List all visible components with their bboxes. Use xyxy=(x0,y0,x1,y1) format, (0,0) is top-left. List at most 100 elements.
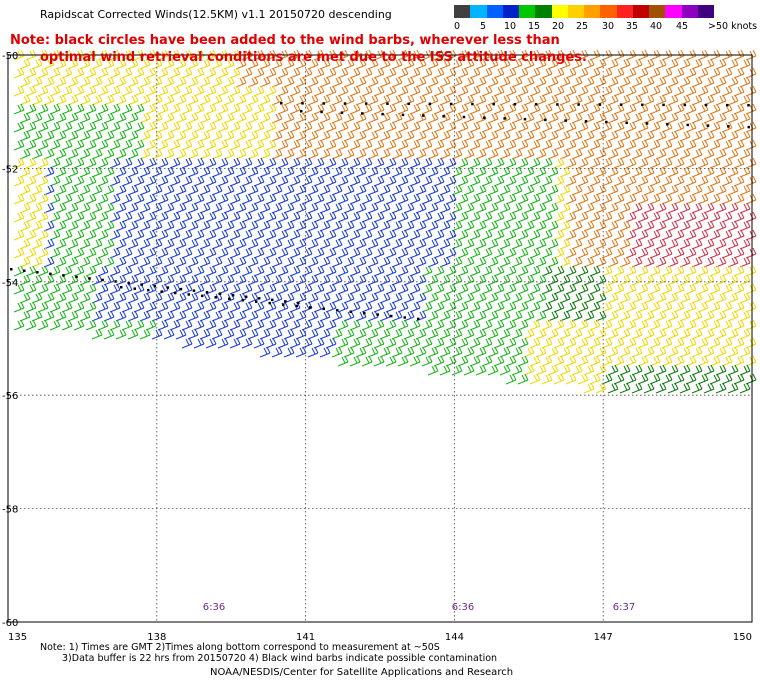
wind-barb xyxy=(451,220,463,232)
wind-barb xyxy=(739,202,751,214)
wind-barb xyxy=(595,274,607,286)
wind-barb xyxy=(103,220,115,232)
wind-barb xyxy=(631,292,643,304)
wind-barb xyxy=(187,256,199,268)
wind-barb xyxy=(523,292,535,304)
wind-barb xyxy=(37,319,49,331)
wind-barb xyxy=(301,337,313,349)
wind-barb xyxy=(475,328,487,340)
contamination-dot xyxy=(140,283,143,286)
wind-barb xyxy=(451,184,463,196)
wind-barb xyxy=(469,247,481,259)
wind-barb xyxy=(367,202,379,214)
wind-barb xyxy=(25,175,37,187)
wind-barb xyxy=(343,346,355,358)
wind-barb xyxy=(109,247,121,259)
wind-barb xyxy=(691,76,703,88)
wind-barb xyxy=(379,130,391,142)
contamination-dot xyxy=(605,120,608,124)
wind-barb xyxy=(649,157,661,169)
wind-barb xyxy=(325,229,337,241)
wind-barb xyxy=(523,148,535,160)
wind-barb xyxy=(151,220,163,232)
wind-barb xyxy=(583,310,595,322)
wind-barb xyxy=(313,175,325,187)
wind-barb xyxy=(595,382,607,394)
wind-barb xyxy=(559,292,571,304)
wind-barb xyxy=(85,103,97,115)
wind-barb xyxy=(607,256,619,268)
legend-swatch xyxy=(551,5,568,18)
wind-barb xyxy=(463,148,475,160)
wind-barb xyxy=(325,211,337,223)
wind-barb xyxy=(745,67,757,79)
wind-barb xyxy=(685,301,697,313)
wind-barb xyxy=(223,94,235,106)
wind-barb xyxy=(253,193,265,205)
wind-barb xyxy=(679,220,691,232)
wind-barb xyxy=(79,94,91,106)
wind-barb xyxy=(607,148,619,160)
wind-barb xyxy=(667,58,679,70)
wind-barb xyxy=(565,355,577,367)
wind-barb xyxy=(103,76,115,88)
wind-barb xyxy=(703,94,715,106)
wind-barb xyxy=(367,76,379,88)
wind-barb xyxy=(385,337,397,349)
contamination-dot xyxy=(364,102,368,105)
wind-barb xyxy=(715,382,727,394)
wind-barb xyxy=(283,202,295,214)
wind-barb xyxy=(121,319,133,331)
wind-barb xyxy=(151,256,163,268)
wind-barb xyxy=(385,157,397,169)
wind-barb xyxy=(373,193,385,205)
wind-barb xyxy=(643,112,655,124)
wind-barb xyxy=(217,247,229,259)
wind-barb xyxy=(313,337,325,349)
wind-barb xyxy=(745,85,757,97)
wind-barb xyxy=(13,67,25,79)
wind-barb xyxy=(19,256,31,268)
legend-swatch xyxy=(665,5,682,18)
wind-barb xyxy=(25,157,37,169)
wind-barb xyxy=(553,283,565,295)
wind-barb xyxy=(739,112,751,124)
wind-barb xyxy=(67,292,79,304)
wind-barb xyxy=(469,193,481,205)
wind-barb xyxy=(343,112,355,124)
wind-barb xyxy=(487,112,499,124)
wind-barb xyxy=(409,67,421,79)
wind-barb xyxy=(715,238,727,250)
wind-barb xyxy=(559,220,571,232)
wind-barb xyxy=(541,67,553,79)
wind-barb xyxy=(709,103,721,115)
wind-barb xyxy=(517,139,529,151)
wind-barb xyxy=(565,85,577,97)
wind-barb xyxy=(397,121,409,133)
wind-barb xyxy=(73,319,85,331)
wind-barb xyxy=(649,247,661,259)
wind-barb xyxy=(535,292,547,304)
wind-barb xyxy=(475,274,487,286)
wind-barb xyxy=(619,148,631,160)
wind-barb xyxy=(13,265,25,277)
contamination-dot xyxy=(147,288,150,292)
wind-barb xyxy=(685,175,697,187)
wind-barb xyxy=(667,184,679,196)
wind-barb xyxy=(385,355,397,367)
wind-barb xyxy=(157,121,169,133)
wind-barb xyxy=(235,94,247,106)
wind-barb xyxy=(499,364,511,376)
wind-barb xyxy=(439,76,451,88)
wind-barb xyxy=(133,319,145,331)
wind-barb xyxy=(745,139,757,151)
wind-barb xyxy=(169,229,181,241)
legend-swatch xyxy=(454,5,471,18)
wind-barb xyxy=(337,319,349,331)
wind-barb xyxy=(505,355,517,367)
wind-barb xyxy=(349,337,361,349)
wind-barb xyxy=(181,301,193,313)
wind-barb xyxy=(607,202,619,214)
wind-barb xyxy=(271,292,283,304)
wind-barb xyxy=(373,283,385,295)
